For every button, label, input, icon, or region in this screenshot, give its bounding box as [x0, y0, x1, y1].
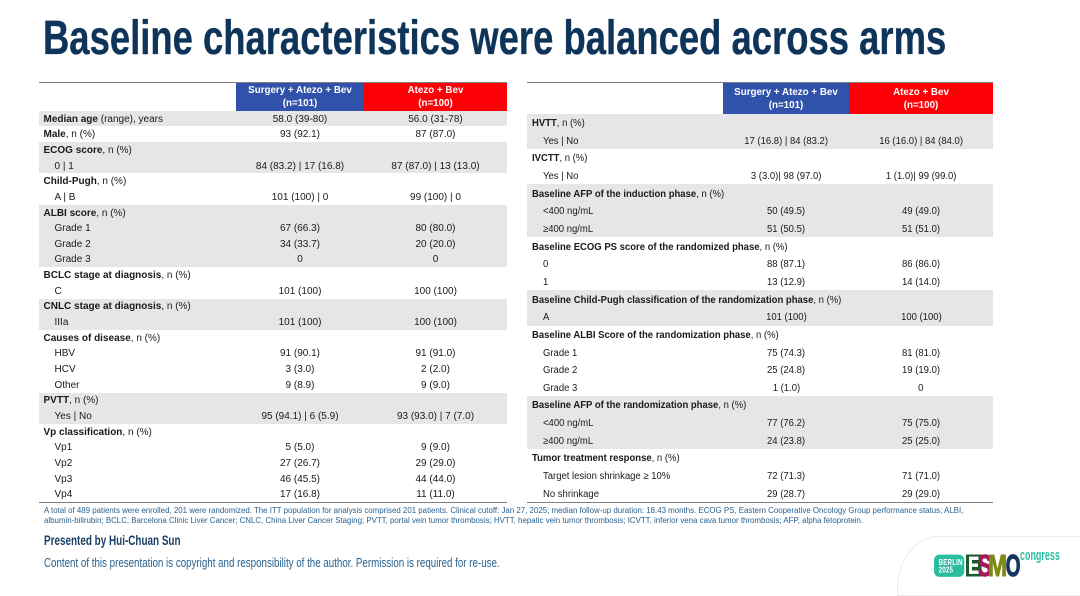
svg-text:M: M	[988, 549, 1007, 583]
svg-text:congress: congress	[1020, 547, 1060, 564]
svg-text:2025: 2025	[939, 566, 953, 575]
svg-text:O: O	[1006, 550, 1021, 583]
svg-text:BERLIN: BERLIN	[939, 558, 963, 567]
svg-text:S: S	[978, 548, 992, 583]
svg-text:E: E	[968, 553, 979, 580]
